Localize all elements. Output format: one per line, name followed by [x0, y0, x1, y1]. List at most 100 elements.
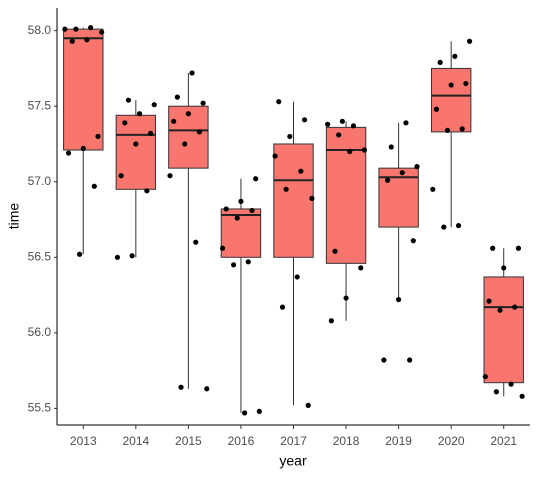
data-point: [519, 393, 525, 399]
data-point: [151, 102, 157, 108]
data-point: [287, 133, 293, 140]
data-point: [114, 254, 121, 260]
data-point: [437, 59, 443, 65]
data-point: [410, 238, 416, 244]
data-point: [238, 198, 244, 204]
data-point: [328, 318, 334, 324]
data-point: [144, 188, 150, 194]
y-tick-label: 55.5: [28, 401, 52, 415]
data-point: [482, 374, 488, 380]
data-point: [272, 153, 278, 159]
data-point: [219, 245, 226, 251]
box: [430, 67, 472, 133]
data-point: [230, 262, 237, 268]
data-point: [65, 150, 72, 156]
data-point: [508, 381, 514, 387]
data-point: [463, 80, 469, 87]
data-point: [358, 265, 364, 271]
data-point: [361, 147, 368, 153]
box: [325, 126, 367, 264]
data-point: [448, 82, 454, 88]
data-point: [347, 148, 353, 155]
data-point: [305, 402, 311, 408]
data-point: [501, 265, 507, 271]
data-point: [403, 120, 409, 126]
data-point: [200, 100, 206, 106]
data-point: [167, 173, 173, 179]
data-point: [193, 239, 199, 245]
data-point: [276, 99, 282, 105]
data-point: [73, 26, 79, 32]
data-point: [497, 307, 503, 313]
y-tick-label: 58.0: [28, 23, 52, 37]
y-axis-title: time: [6, 203, 22, 230]
data-point: [325, 121, 331, 127]
data-point: [399, 170, 405, 176]
data-point: [430, 186, 436, 192]
box: [483, 276, 524, 384]
data-point: [147, 130, 154, 137]
data-point: [253, 176, 259, 182]
data-point: [381, 357, 387, 363]
data-point: [343, 295, 349, 301]
data-point: [298, 168, 304, 174]
data-point: [396, 296, 402, 303]
y-tick-label: 57.5: [28, 98, 52, 112]
data-point: [249, 207, 255, 214]
data-point: [88, 25, 94, 31]
data-point: [84, 37, 90, 43]
data-point: [118, 173, 124, 179]
data-point: [339, 118, 345, 124]
data-point: [441, 224, 447, 230]
data-point: [76, 251, 83, 257]
data-point: [129, 253, 135, 259]
data-point: [332, 248, 338, 254]
data-point: [95, 133, 101, 140]
data-point: [99, 29, 105, 35]
data-point: [171, 118, 177, 124]
data-point: [414, 164, 420, 170]
data-point: [182, 141, 188, 147]
data-point: [309, 195, 315, 201]
data-point: [189, 70, 195, 76]
data-point: [384, 177, 391, 183]
data-point: [294, 274, 300, 280]
box: [63, 28, 104, 151]
data-point: [452, 53, 458, 59]
y-tick-label: 56.0: [28, 325, 52, 339]
data-point: [91, 183, 97, 189]
data-point: [336, 132, 342, 138]
data-point: [223, 206, 229, 212]
data-point: [466, 38, 473, 44]
data-point: [136, 111, 143, 117]
data-point: [433, 106, 440, 112]
data-point: [455, 222, 462, 229]
x-tick-label: 2019: [385, 434, 412, 448]
box: [115, 114, 157, 190]
data-point: [486, 298, 492, 304]
data-point: [174, 94, 180, 100]
box: [273, 143, 314, 258]
data-point: [245, 259, 251, 265]
data-point: [125, 97, 132, 103]
data-point: [444, 127, 451, 133]
x-tick-label: 2020: [438, 434, 465, 448]
data-point: [283, 186, 289, 192]
data-point: [350, 123, 357, 129]
data-point: [407, 357, 413, 363]
x-tick-label: 2017: [280, 434, 307, 448]
data-point: [459, 126, 465, 132]
data-point: [69, 38, 75, 44]
data-point: [80, 145, 86, 152]
data-point: [301, 117, 308, 123]
x-tick-label: 2018: [333, 434, 360, 448]
data-point: [234, 215, 240, 221]
x-tick-label: 2016: [228, 434, 255, 448]
data-point: [178, 384, 184, 390]
data-point: [122, 120, 128, 126]
x-tick-label: 2015: [175, 434, 202, 448]
box: [168, 105, 209, 169]
data-point: [185, 111, 191, 117]
data-point: [490, 245, 496, 251]
